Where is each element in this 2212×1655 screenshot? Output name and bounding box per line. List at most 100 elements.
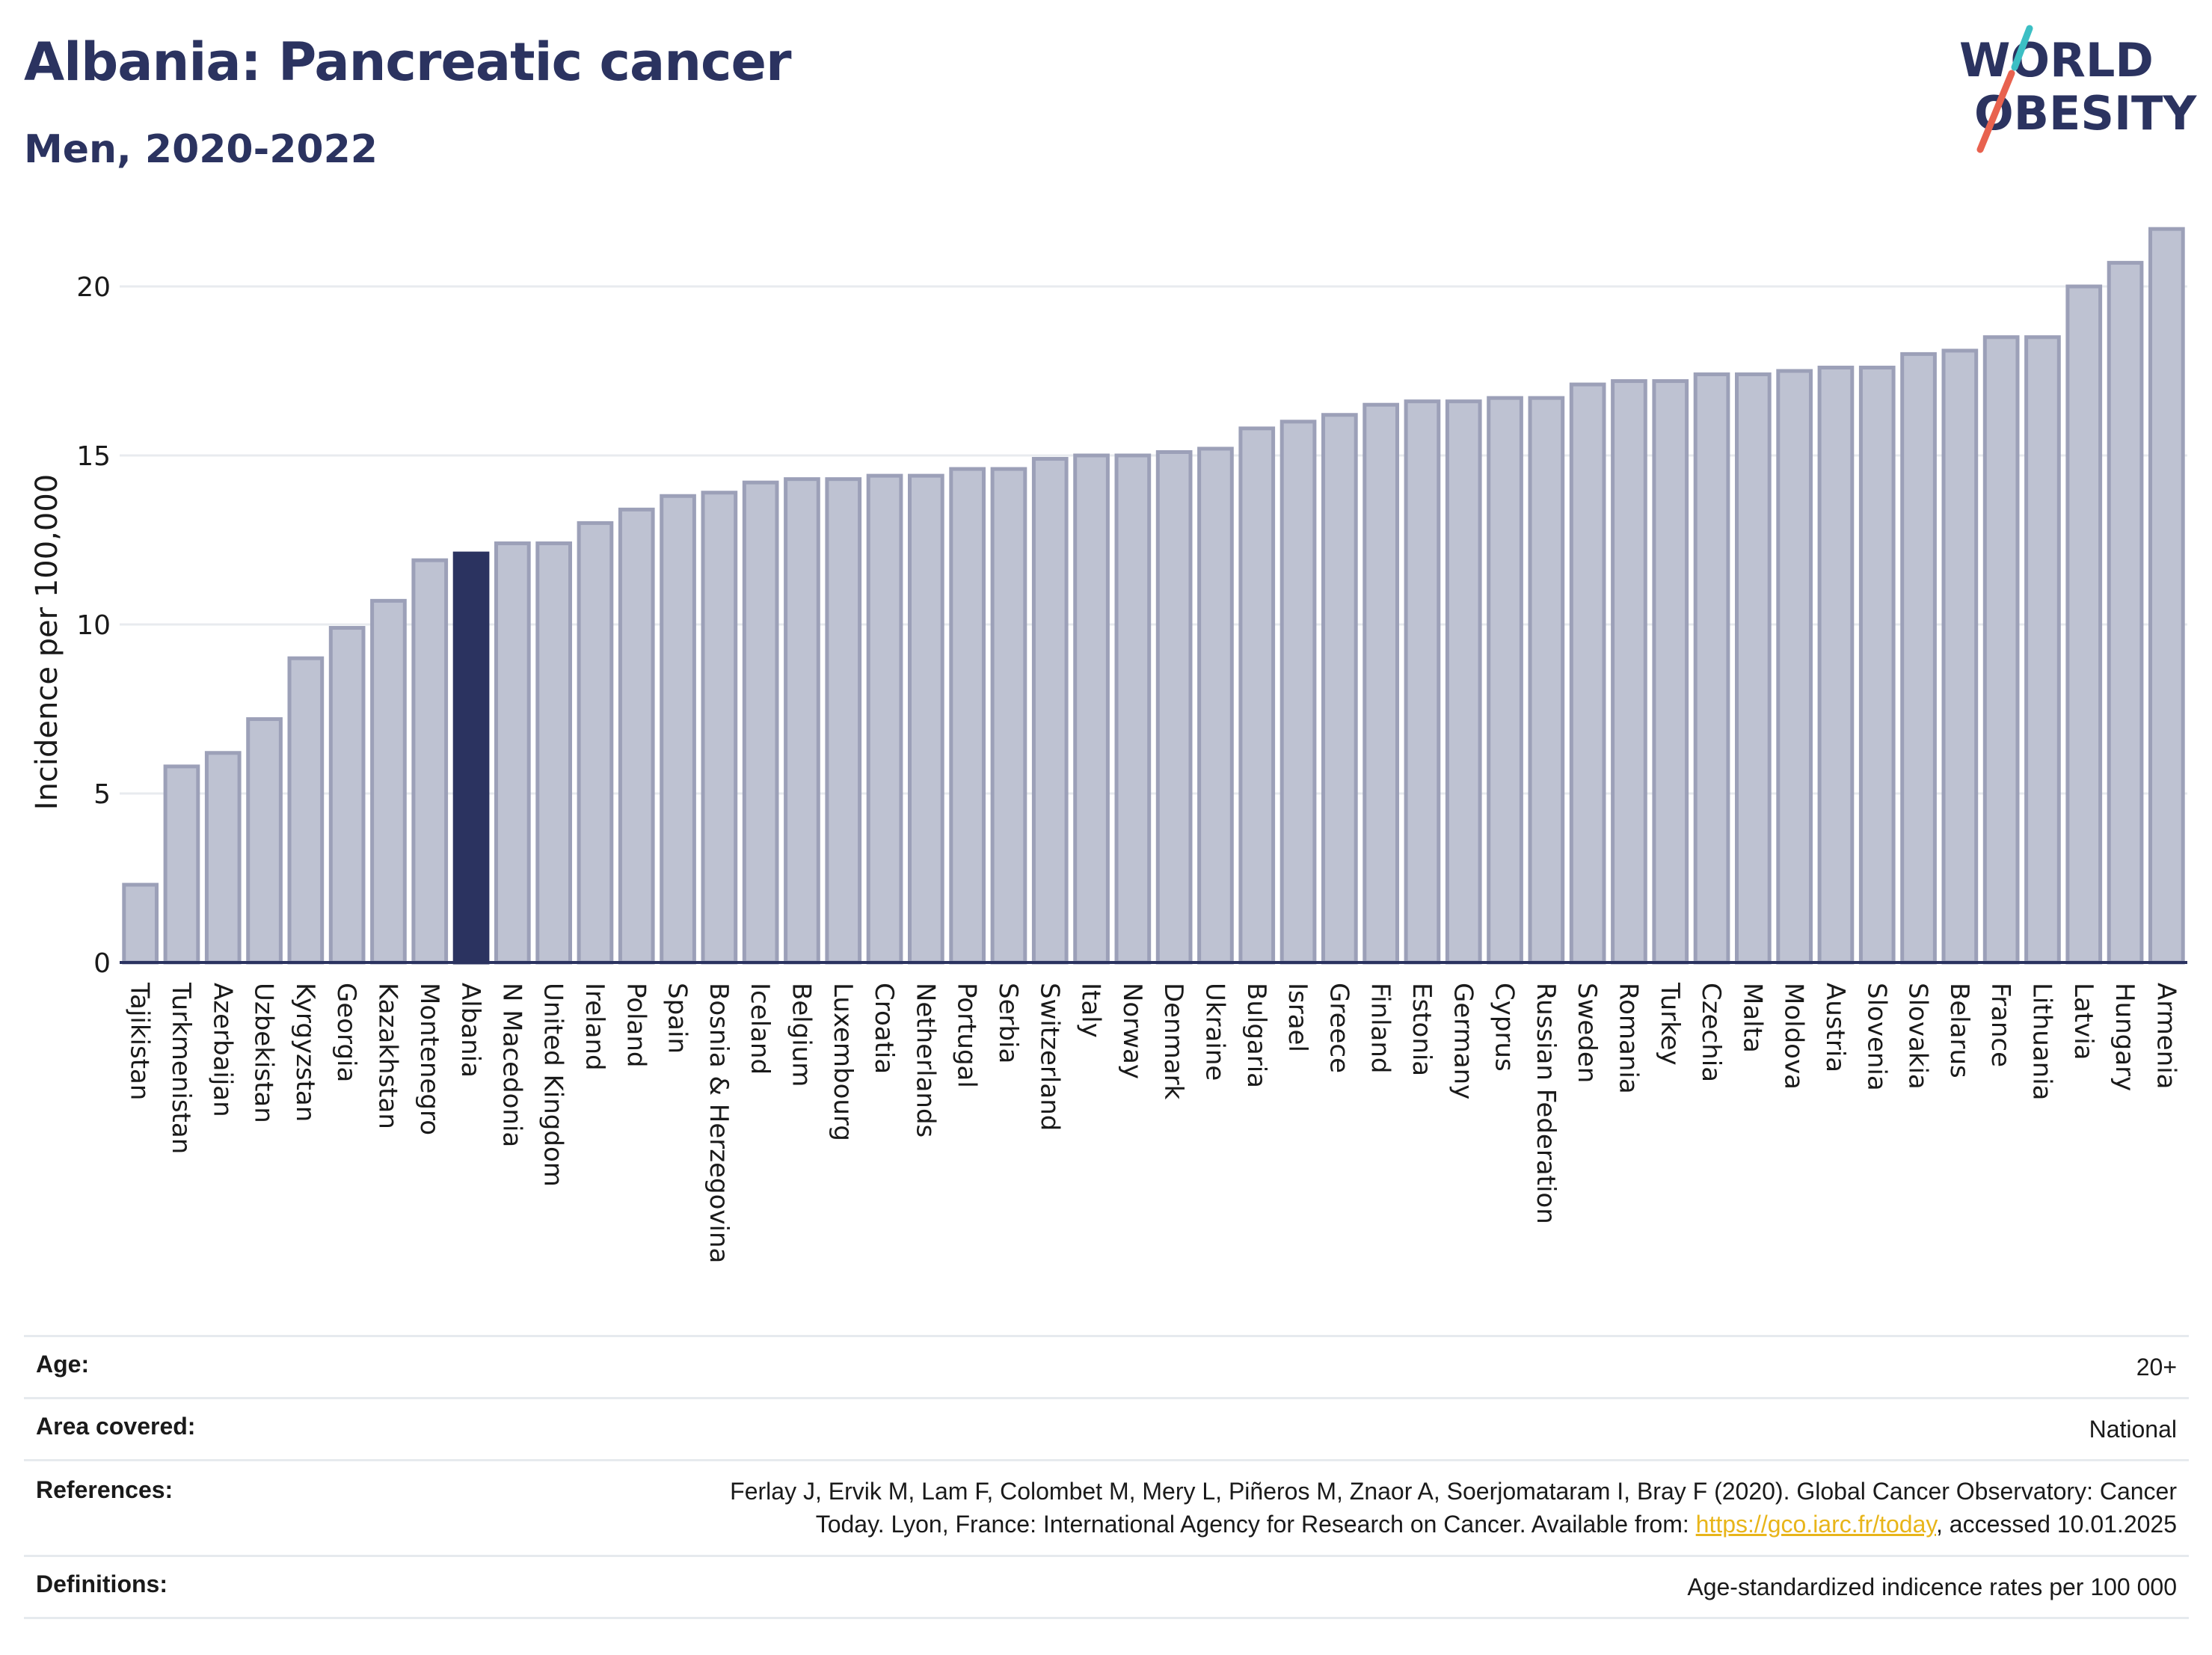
x-tick-label: United Kingdom bbox=[538, 983, 568, 1187]
age-label: Age: bbox=[36, 1351, 90, 1378]
bar-france bbox=[1982, 335, 2020, 965]
bar-tajikistan bbox=[122, 882, 159, 965]
bar-italy bbox=[1073, 453, 1110, 965]
logo-slash-red bbox=[1976, 70, 2015, 153]
meta-row-references: References: Ferlay J, Ervik M, Lam F, Co… bbox=[24, 1459, 2189, 1555]
bar-lithuania bbox=[2024, 335, 2061, 965]
age-value: 20+ bbox=[2136, 1354, 2177, 1381]
x-tick-label: N Macedonia bbox=[497, 983, 526, 1147]
bar-greece bbox=[1321, 413, 1358, 965]
x-tick-label: Tajikistan bbox=[125, 982, 155, 1100]
chart-title: Albania: Pancreatic cancer bbox=[24, 31, 792, 93]
bar-hungary bbox=[2107, 260, 2144, 965]
bar-montenegro bbox=[411, 558, 449, 965]
x-tick-label: Ireland bbox=[580, 983, 609, 1071]
x-tick-label: Greece bbox=[1324, 983, 1354, 1073]
bar-poland bbox=[618, 507, 655, 965]
x-tick-label: Switzerland bbox=[1034, 983, 1064, 1131]
bar-israel bbox=[1279, 420, 1317, 965]
bar-germany bbox=[1445, 399, 1482, 965]
x-tick-label: Turkmenistan bbox=[166, 982, 196, 1154]
x-tick-label: France bbox=[1985, 983, 2015, 1067]
area-label: Area covered: bbox=[36, 1413, 196, 1440]
x-tick-label: Russian Federation bbox=[1531, 983, 1561, 1224]
y-tick-label: 10 bbox=[76, 610, 111, 641]
x-tick-label: Germany bbox=[1448, 983, 1478, 1099]
x-tick-label: Italy bbox=[1076, 983, 1106, 1038]
x-tick-label: Czechia bbox=[1696, 983, 1726, 1082]
x-tick-label: Albania bbox=[455, 983, 485, 1078]
references-link[interactable]: https://gco.iarc.fr/today bbox=[1695, 1511, 1936, 1538]
references-line-1: Ferlay J, Ervik M, Lam F, Colombet M, Me… bbox=[730, 1478, 2177, 1505]
bar-turkmenistan bbox=[163, 764, 200, 965]
meta-row-definitions: Definitions: Age-standardized indicence … bbox=[24, 1555, 2189, 1619]
references-line-2-start: Today. Lyon, France: International Agenc… bbox=[815, 1511, 1696, 1538]
world-obesity-logo: WORLD OBESITY bbox=[1959, 25, 2197, 153]
y-tick-label: 15 bbox=[76, 441, 111, 472]
bar-ukraine bbox=[1197, 446, 1234, 965]
bar-slovakia bbox=[1900, 351, 1937, 965]
bar-spain bbox=[660, 494, 696, 965]
y-tick-label: 5 bbox=[93, 779, 111, 810]
bar-denmark bbox=[1155, 449, 1193, 965]
bar-sweden bbox=[1569, 382, 1606, 965]
x-tick-label: Hungary bbox=[2110, 983, 2139, 1091]
y-axis-ticks: 0 5 10 15 20 bbox=[76, 272, 111, 979]
bar-belgium bbox=[784, 477, 820, 965]
x-tick-label: Kazakhstan bbox=[372, 983, 402, 1129]
bar-armenia bbox=[2148, 227, 2185, 965]
info-table: Age: 20+ Area covered: National Referenc… bbox=[24, 1335, 2189, 1619]
bar-malta bbox=[1735, 372, 1772, 965]
bar-netherlands bbox=[908, 473, 944, 965]
bar-finland bbox=[1362, 402, 1399, 965]
bar-azerbaijan bbox=[204, 751, 242, 965]
x-tick-label: Croatia bbox=[869, 983, 899, 1074]
bar-kazakhstan bbox=[370, 598, 407, 965]
logo-line-2: OBESITY bbox=[1974, 86, 2197, 141]
references-value: Ferlay J, Ervik M, Lam F, Colombet M, Me… bbox=[730, 1475, 2177, 1541]
bar-georgia bbox=[328, 626, 366, 965]
definitions-value: Age-standardized indicence rates per 100… bbox=[1687, 1573, 2177, 1600]
bar-belarus bbox=[1941, 348, 1979, 965]
bar-bosnia-herzegovina bbox=[701, 491, 738, 965]
x-tick-label: Cyprus bbox=[1490, 983, 1520, 1072]
definitions-label: Definitions: bbox=[36, 1570, 168, 1597]
y-axis-label: Incidence per 100,000 bbox=[30, 474, 64, 811]
x-tick-label: Norway bbox=[1117, 983, 1147, 1079]
bar-cyprus bbox=[1487, 396, 1523, 965]
bar-kyrgyzstan bbox=[287, 656, 325, 965]
x-tick-label: Bosnia & Herzegovina bbox=[704, 983, 734, 1263]
bar-norway bbox=[1114, 453, 1152, 965]
x-tick-label: Austria bbox=[1820, 983, 1850, 1072]
bars bbox=[122, 227, 2185, 965]
x-tick-label: Kyrgyzstan bbox=[290, 983, 320, 1122]
bar-slovenia bbox=[1858, 365, 1896, 965]
x-tick-label: Georgia bbox=[331, 983, 361, 1082]
bar-estonia bbox=[1404, 399, 1441, 965]
bar-czechia bbox=[1693, 372, 1730, 965]
bar-uzbekistan bbox=[246, 717, 283, 965]
bar-moldova bbox=[1776, 369, 1813, 965]
x-tick-label: Finland bbox=[1365, 983, 1395, 1074]
x-tick-label: Malta bbox=[1737, 983, 1767, 1053]
x-axis-labels: Tajikistan Turkmenistan Azerbaijan Uzbekist… bbox=[125, 982, 2181, 1263]
x-tick-label: Latvia bbox=[2068, 983, 2098, 1060]
bar-russian-federation bbox=[1528, 396, 1565, 965]
bar-bulgaria bbox=[1238, 426, 1276, 965]
x-tick-label: Ukraine bbox=[1199, 983, 1229, 1081]
logo-slash-teal bbox=[2011, 25, 2033, 71]
x-tick-label: Azerbaijan bbox=[207, 983, 237, 1117]
chart-subtitle: Men, 2020-2022 bbox=[24, 127, 378, 172]
bar-romania bbox=[1611, 379, 1647, 965]
x-tick-label: Slovakia bbox=[1903, 983, 1933, 1090]
y-tick-label: 0 bbox=[93, 948, 111, 979]
x-tick-label: Lithuania bbox=[2027, 983, 2056, 1100]
bar-austria bbox=[1817, 365, 1855, 965]
bar-n-macedonia bbox=[494, 541, 531, 965]
bar-switzerland bbox=[1031, 457, 1069, 965]
x-tick-label: Turkey bbox=[1655, 982, 1685, 1066]
bar-ireland bbox=[577, 521, 614, 965]
x-tick-label: Portugal bbox=[952, 983, 982, 1088]
area-value: National bbox=[2089, 1416, 2177, 1443]
